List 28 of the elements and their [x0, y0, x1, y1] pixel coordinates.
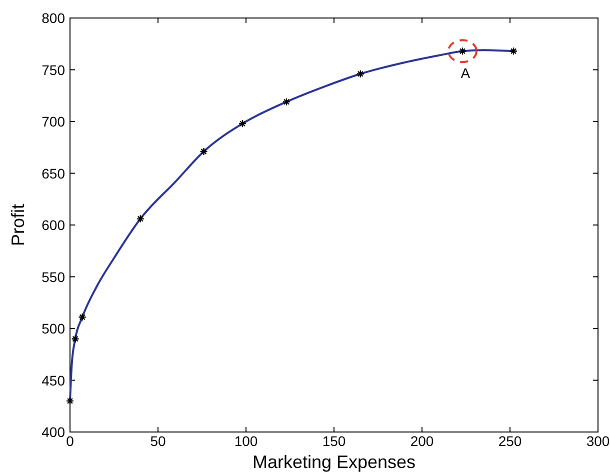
point: [356, 70, 364, 78]
x-tick-label: 250: [498, 433, 522, 449]
point: [78, 313, 86, 322]
point: [509, 47, 518, 56]
point: [282, 98, 291, 106]
point: [71, 334, 80, 343]
x-tick-label: 150: [322, 433, 346, 449]
point: [66, 396, 74, 406]
y-tick-label: 600: [42, 217, 66, 233]
annotation: A: [460, 65, 471, 82]
y-tick-label: 650: [42, 165, 66, 182]
x-tick-label: 50: [150, 433, 166, 449]
point: [200, 147, 208, 156]
x-tick-label: 0: [66, 433, 74, 449]
point: [136, 214, 144, 223]
y-tick-label: 750: [42, 62, 66, 78]
x-tick-label: 200: [410, 433, 434, 449]
x-axis-title: Marketing Expenses: [252, 452, 416, 472]
y-tick-label: 700: [42, 114, 66, 130]
y-axis-title: Profit: [8, 204, 28, 246]
y-tick-label: 800: [42, 10, 66, 26]
point: [238, 119, 247, 128]
x-tick-label: 100: [234, 433, 258, 449]
y-tick-label: 550: [42, 268, 66, 285]
y-tick-label: 500: [42, 320, 66, 336]
y-tick-label: 450: [42, 372, 66, 388]
y-tick-label: 400: [42, 424, 66, 440]
x-tick-label: 300: [586, 433, 610, 449]
